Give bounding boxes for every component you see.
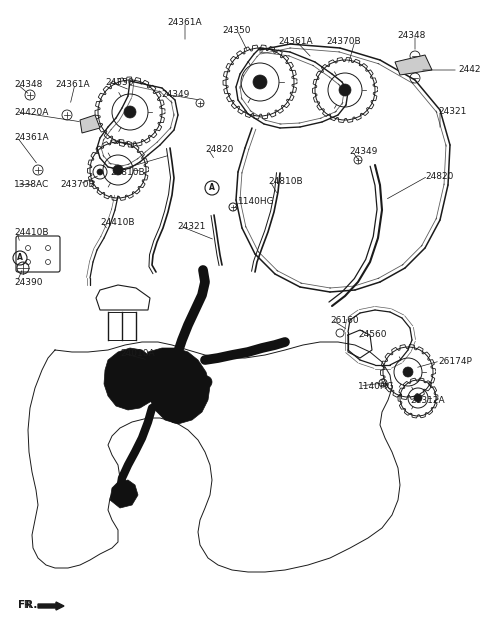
Text: 24390: 24390 xyxy=(14,278,43,287)
Text: 24321: 24321 xyxy=(177,222,205,231)
Text: 24010A: 24010A xyxy=(120,349,155,358)
Text: 24361A: 24361A xyxy=(168,18,202,27)
Circle shape xyxy=(403,367,413,377)
Text: 26174P: 26174P xyxy=(438,357,472,366)
Circle shape xyxy=(200,376,212,388)
Polygon shape xyxy=(110,480,138,508)
Text: 24410B: 24410B xyxy=(100,218,134,227)
Text: 24820: 24820 xyxy=(425,172,454,181)
Text: 24820: 24820 xyxy=(205,145,233,154)
Text: FR.: FR. xyxy=(18,600,37,610)
Text: 24370B: 24370B xyxy=(60,180,95,189)
Text: 24361A: 24361A xyxy=(55,80,90,89)
Polygon shape xyxy=(395,55,432,75)
Circle shape xyxy=(113,165,123,175)
Circle shape xyxy=(339,84,351,96)
Circle shape xyxy=(155,391,165,401)
Text: A: A xyxy=(17,254,23,263)
Text: 24350: 24350 xyxy=(105,78,133,87)
Text: 24349: 24349 xyxy=(349,147,377,156)
Circle shape xyxy=(170,413,180,423)
Text: 24420A: 24420A xyxy=(458,65,480,74)
Text: 24350: 24350 xyxy=(223,26,251,35)
FancyArrow shape xyxy=(38,602,64,610)
Polygon shape xyxy=(80,115,100,133)
Circle shape xyxy=(124,106,136,118)
Text: 24810B: 24810B xyxy=(110,168,144,177)
Text: 21312A: 21312A xyxy=(410,396,444,405)
Text: 24810B: 24810B xyxy=(268,177,302,186)
Text: 24410B: 24410B xyxy=(14,228,48,237)
Text: 24361A: 24361A xyxy=(279,37,313,46)
Text: FR.: FR. xyxy=(18,600,34,610)
Text: A: A xyxy=(209,184,215,193)
Polygon shape xyxy=(145,348,210,424)
Text: 24321: 24321 xyxy=(438,107,467,116)
Circle shape xyxy=(97,169,103,175)
Polygon shape xyxy=(104,348,160,410)
Text: 24420A: 24420A xyxy=(14,108,48,117)
Circle shape xyxy=(112,364,124,376)
Text: 1140HG: 1140HG xyxy=(358,382,395,391)
Text: 24348: 24348 xyxy=(398,31,426,40)
Text: 26160: 26160 xyxy=(330,316,359,325)
Circle shape xyxy=(253,75,267,89)
Text: 24361A: 24361A xyxy=(14,133,48,142)
Text: 1140HG: 1140HG xyxy=(238,197,275,206)
Text: 1338AC: 1338AC xyxy=(14,180,49,189)
Text: 24348: 24348 xyxy=(14,80,42,89)
Text: 24560: 24560 xyxy=(358,330,386,339)
Circle shape xyxy=(414,394,422,402)
Text: 24349: 24349 xyxy=(161,90,190,99)
Text: 24370B: 24370B xyxy=(327,37,361,46)
